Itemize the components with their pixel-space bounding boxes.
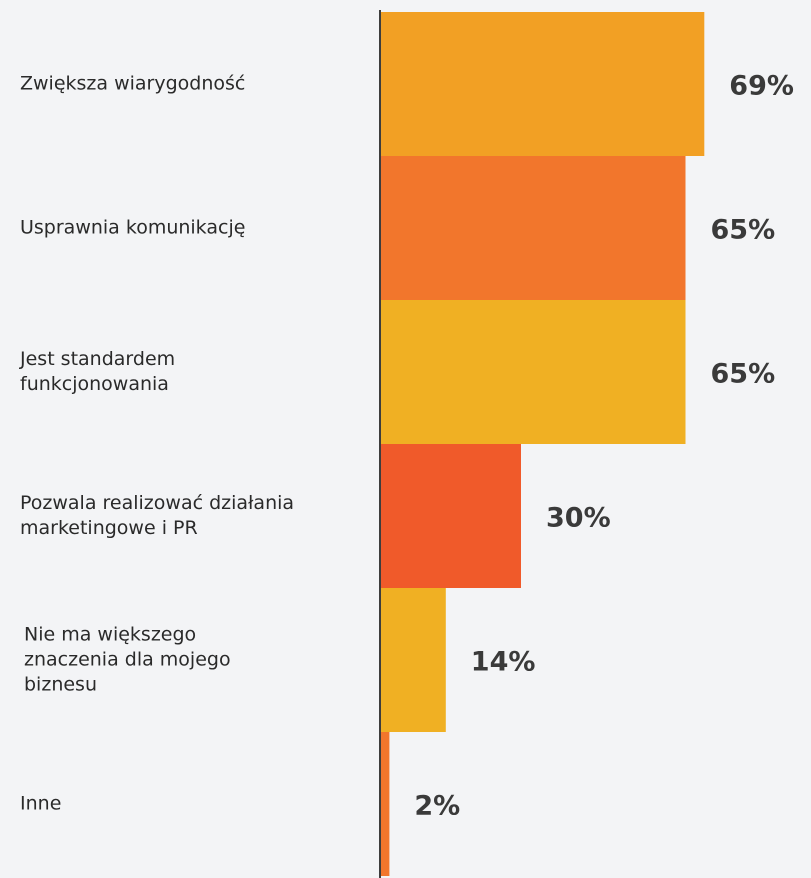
bar xyxy=(380,444,521,588)
category-label: Usprawnia komunikację xyxy=(20,216,246,239)
bar xyxy=(380,300,686,444)
category-label: Pozwala realizować działania marketingow… xyxy=(20,492,295,539)
value-label: 65% xyxy=(711,359,776,390)
value-label: 30% xyxy=(546,503,611,534)
category-label: Nie ma większego znaczenia dla mojego bi… xyxy=(24,623,231,696)
category-label: Jest standardem funkcjonowania xyxy=(20,348,176,395)
bar xyxy=(380,12,705,156)
bar xyxy=(380,588,446,732)
value-label: 65% xyxy=(711,215,776,246)
bar xyxy=(380,732,390,876)
value-label: 69% xyxy=(729,71,794,102)
value-label: 2% xyxy=(414,791,460,822)
category-label: Inne xyxy=(20,792,62,815)
bar xyxy=(380,156,686,300)
category-label: Zwiększa wiarygodność xyxy=(20,72,246,95)
value-label: 14% xyxy=(471,647,536,678)
